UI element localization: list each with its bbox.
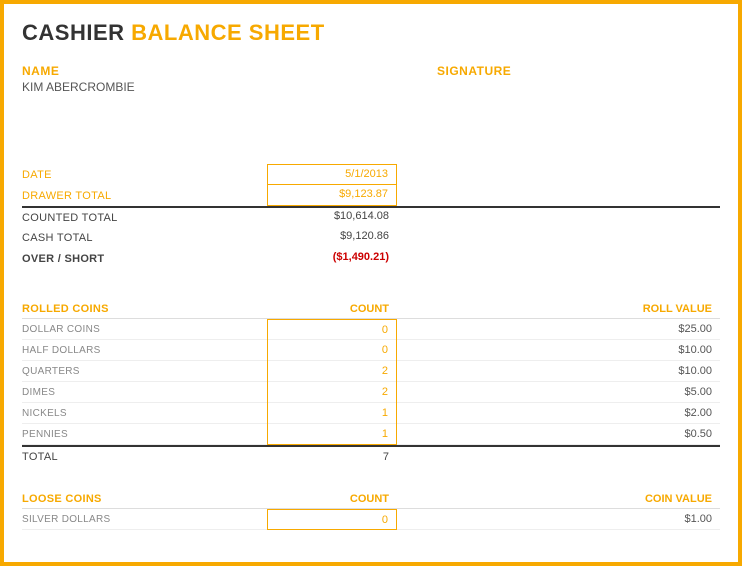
coin-row: QUARTERS 2 $10.00 xyxy=(22,361,720,382)
document-frame: CASHIER BALANCE SHEET NAME SIGNATURE KIM… xyxy=(0,0,742,566)
summary-label: CASH TOTAL xyxy=(22,232,267,244)
coin-value: $25.00 xyxy=(397,323,720,335)
summary-value: ($1,490.21) xyxy=(267,248,397,269)
coin-row: DIMES 2 $5.00 xyxy=(22,382,720,403)
summary-section: DATE 5/1/2013 DRAWER TOTAL $9,123.87 COU… xyxy=(22,164,720,269)
coin-row: HALF DOLLARS 0 $10.00 xyxy=(22,340,720,361)
summary-value: $10,614.08 xyxy=(267,207,397,228)
coin-label: PENNIES xyxy=(22,429,267,440)
coin-label: HALF DOLLARS xyxy=(22,345,267,356)
summary-row-counted: COUNTED TOTAL $10,614.08 xyxy=(22,206,720,227)
signature-label: SIGNATURE xyxy=(437,64,511,78)
coin-row: NICKELS 1 $2.00 xyxy=(22,403,720,424)
coin-value: $2.00 xyxy=(397,407,720,419)
rolled-coins-header: ROLLED COINS COUNT ROLL VALUE xyxy=(22,299,720,319)
total-label: TOTAL xyxy=(22,451,267,463)
summary-label: DRAWER TOTAL xyxy=(22,190,267,202)
header-row: NAME SIGNATURE xyxy=(22,64,720,78)
name-label: NAME xyxy=(22,64,437,78)
rolled-total-row: TOTAL 7 xyxy=(22,445,720,467)
summary-row-cash: CASH TOTAL $9,120.86 xyxy=(22,227,720,248)
summary-row-date: DATE 5/1/2013 xyxy=(22,164,720,185)
title-part1: CASHIER xyxy=(22,20,125,45)
title-part2: BALANCE SHEET xyxy=(131,20,325,45)
coin-label: DIMES xyxy=(22,387,267,398)
summary-value[interactable]: 5/1/2013 xyxy=(267,164,397,185)
coin-label: SILVER DOLLARS xyxy=(22,514,267,525)
summary-label: OVER / SHORT xyxy=(22,253,267,265)
coin-value: $10.00 xyxy=(397,365,720,377)
coin-value: $0.50 xyxy=(397,428,720,440)
summary-row-overshort: OVER / SHORT ($1,490.21) xyxy=(22,248,720,269)
coin-value: $5.00 xyxy=(397,386,720,398)
section-value-label: ROLL VALUE xyxy=(397,303,720,315)
coin-count[interactable]: 0 xyxy=(267,319,397,340)
coin-value: $1.00 xyxy=(397,513,720,525)
section-value-label: COIN VALUE xyxy=(397,493,720,505)
section-label: LOOSE COINS xyxy=(22,493,267,505)
page-title: CASHIER BALANCE SHEET xyxy=(22,20,720,46)
loose-coins-header: LOOSE COINS COUNT COIN VALUE xyxy=(22,489,720,509)
name-value: KIM ABERCROMBIE xyxy=(22,80,720,94)
section-label: ROLLED COINS xyxy=(22,303,267,315)
summary-label: COUNTED TOTAL xyxy=(22,212,267,224)
spacer xyxy=(22,269,720,299)
coin-row: DOLLAR COINS 0 $25.00 xyxy=(22,319,720,340)
coin-value: $10.00 xyxy=(397,344,720,356)
coin-count[interactable]: 1 xyxy=(267,424,397,445)
coin-row: PENNIES 1 $0.50 xyxy=(22,424,720,445)
section-count-label: COUNT xyxy=(267,303,397,315)
summary-label: DATE xyxy=(22,169,267,181)
coin-count[interactable]: 1 xyxy=(267,403,397,424)
coin-count[interactable]: 2 xyxy=(267,382,397,403)
coin-label: QUARTERS xyxy=(22,366,267,377)
coin-count[interactable]: 0 xyxy=(267,340,397,361)
summary-row-drawer: DRAWER TOTAL $9,123.87 xyxy=(22,185,720,206)
summary-value[interactable]: $9,123.87 xyxy=(267,185,397,206)
coin-label: NICKELS xyxy=(22,408,267,419)
coin-count[interactable]: 0 xyxy=(267,509,397,530)
coin-label: DOLLAR COINS xyxy=(22,324,267,335)
section-count-label: COUNT xyxy=(267,493,397,505)
coin-row: SILVER DOLLARS 0 $1.00 xyxy=(22,509,720,530)
total-count: 7 xyxy=(267,451,397,463)
summary-value: $9,120.86 xyxy=(267,227,397,248)
spacer xyxy=(22,467,720,489)
coin-count[interactable]: 2 xyxy=(267,361,397,382)
